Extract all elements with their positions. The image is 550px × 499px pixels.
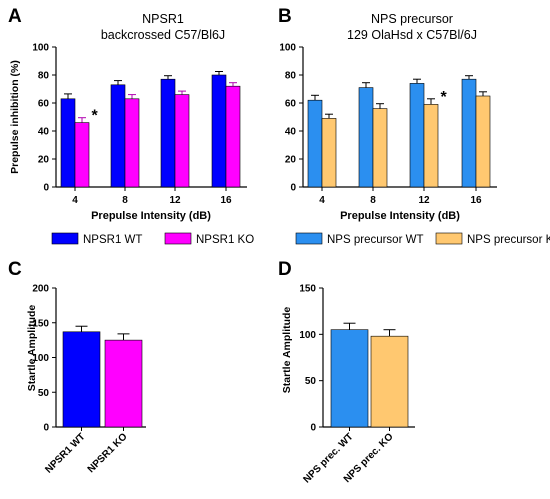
chart-a-title-line1: NPSR1 xyxy=(142,12,184,26)
chart-d-ylabel: Startle Amplitude xyxy=(281,307,293,394)
chart-b-title-line2: 129 OlaHsd x C57Bl/6J xyxy=(347,28,477,42)
legend-b-swatch-wt xyxy=(295,232,323,245)
chart-c-ytick-label: 200 xyxy=(32,284,49,295)
chart-a-bar xyxy=(174,94,190,188)
chart-b-bar xyxy=(372,108,388,188)
chart-a-bar xyxy=(211,74,227,188)
legend-b-label-ko: NPS precursor KO xyxy=(467,234,550,246)
chart-a-xtick-label: 8 xyxy=(122,195,128,206)
legend-a-label-wt: NPSR1 WT xyxy=(83,234,142,246)
chart-b-bar xyxy=(461,78,477,188)
legend-a-label-ko: NPSR1 KO xyxy=(196,234,254,246)
chart-a-xtick-label: 16 xyxy=(220,195,232,206)
chart-a-ytick-label: 60 xyxy=(38,99,50,110)
chart-b-significance-star: * xyxy=(440,89,447,106)
chart-c-ytick-label: 0 xyxy=(43,423,49,434)
chart-d-ytick-label: 100 xyxy=(299,330,316,341)
chart-c-bar xyxy=(62,331,101,428)
chart-a-bar xyxy=(124,98,140,188)
chart-a-bar xyxy=(60,98,76,188)
chart-b-ytick-label: 20 xyxy=(285,155,297,166)
chart-d-bar xyxy=(330,329,369,428)
chart-b-xtick-label: 4 xyxy=(319,195,325,206)
chart-b-bar xyxy=(358,87,374,188)
chart-c-ytick-label: 100 xyxy=(32,353,49,364)
panel-letter-b: B xyxy=(278,6,292,27)
chart-a-title-line2: backcrossed C57/Bl6J xyxy=(101,28,225,42)
chart-a-significance-star: * xyxy=(91,108,98,125)
chart-b-ytick-label: 80 xyxy=(285,71,297,82)
chart-c-xtick-label: NPSR1 KO xyxy=(86,431,130,475)
chart-c-bar xyxy=(104,339,143,428)
chart-b-xtick-label: 16 xyxy=(470,195,482,206)
chart-panel-a: NPSR1 backcrossed C57/Bl6J Prepulse inhi… xyxy=(9,12,247,222)
chart-panel-b: NPS precursor 129 OlaHsd x C57Bl/6J Prep… xyxy=(279,12,497,222)
chart-b-bar xyxy=(307,99,323,188)
chart-panel-c: Startle Amplitude 0 50 100 150 200 NPSR1 WTNP… xyxy=(26,284,146,476)
legend-a-swatch-wt xyxy=(51,232,79,245)
chart-b-bar xyxy=(321,118,337,188)
chart-b-xlabel: Prepulse Intensity (dB) xyxy=(340,210,460,222)
chart-b-bar xyxy=(409,83,425,188)
chart-a-bar xyxy=(160,78,176,188)
chart-a-ylabel: Prepulse inhibition (%) xyxy=(9,60,21,174)
chart-b-bar xyxy=(423,104,439,188)
chart-a-xtick-label: 12 xyxy=(169,195,181,206)
chart-b-ytick-label: 0 xyxy=(290,183,296,194)
chart-c-ytick-label: 150 xyxy=(32,318,49,329)
chart-a-bar xyxy=(110,84,126,188)
chart-d-bar xyxy=(370,335,409,428)
chart-b-title-line1: NPS precursor xyxy=(371,12,453,26)
legend-a: NPSR1 WT NPSR1 KO xyxy=(51,232,254,246)
chart-a-ytick-label: 40 xyxy=(38,127,50,138)
panel-letter-c: C xyxy=(8,259,22,280)
legend-a-swatch-ko xyxy=(164,232,192,245)
chart-a-bar xyxy=(225,85,241,188)
legend-b-label-wt: NPS precursor WT xyxy=(327,234,424,246)
chart-c-ylabel: Startle Amplitude xyxy=(26,305,38,392)
chart-a-xlabel: Prepulse Intensity (dB) xyxy=(91,210,211,222)
chart-b-ytick-label: 40 xyxy=(285,127,297,138)
legend-b: NPS precursor WT NPS precursor KO xyxy=(295,232,550,246)
chart-a-bar xyxy=(74,122,90,188)
chart-b-xtick-label: 12 xyxy=(418,195,430,206)
chart-c-ytick-label: 50 xyxy=(38,388,50,399)
chart-a-xtick-label: 4 xyxy=(72,195,78,206)
chart-a-ytick-label: 100 xyxy=(32,43,49,54)
panel-letter-a: A xyxy=(8,6,22,27)
legend-b-swatch-ko xyxy=(435,232,463,245)
chart-b-bar xyxy=(475,95,491,188)
chart-d-ytick-label: 150 xyxy=(299,284,316,295)
chart-d-ytick-label: 0 xyxy=(310,423,316,434)
chart-a-ytick-label: 80 xyxy=(38,71,50,82)
chart-c-xtick-label: NPSR1 WT xyxy=(43,431,87,475)
chart-d-ytick-label: 50 xyxy=(305,376,317,387)
panel-letter-d: D xyxy=(278,259,292,280)
chart-b-ytick-label: 100 xyxy=(279,43,296,54)
chart-b-ytick-label: 60 xyxy=(285,99,297,110)
chart-b-xtick-label: 8 xyxy=(370,195,376,206)
chart-a-ytick-label: 20 xyxy=(38,155,50,166)
chart-a-ytick-label: 0 xyxy=(43,183,49,194)
